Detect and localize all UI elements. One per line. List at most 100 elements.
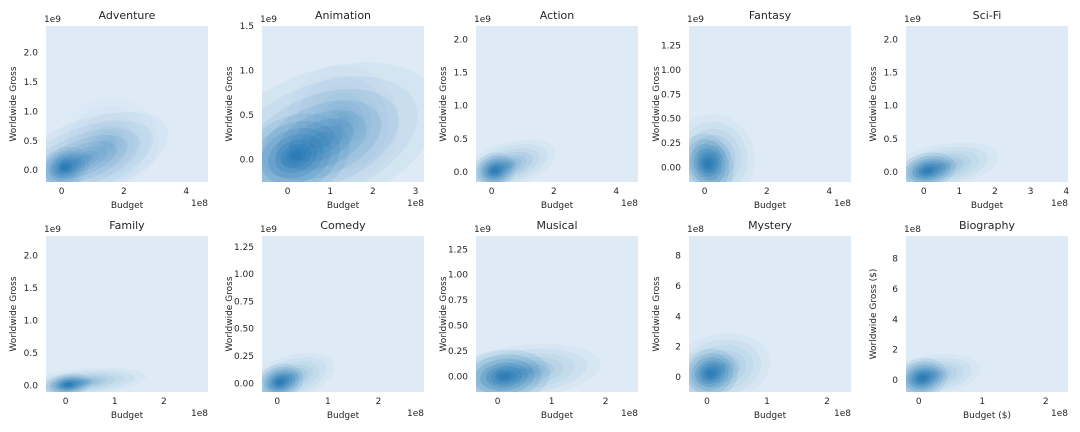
density-contour [908, 367, 936, 390]
density-contour [321, 100, 365, 145]
panel-biography: Biography 0 1 2 0 2 4 6 8 1e8 1e8 Budget ($) Worldwi… [869, 219, 1068, 421]
x-axis-label: Budget [111, 411, 144, 421]
y-offset-label: 1e8 [687, 225, 704, 235]
x-axis-label: Budget [754, 411, 787, 421]
density-contour [52, 376, 84, 392]
density-contour [485, 356, 564, 387]
y-axis-label: Worldwide Gross [652, 276, 662, 351]
panel-family: Family 0 1 2 0.0 0.5 1.0 1.5 2.0 1e8 1e9 Budget Worl… [9, 219, 208, 421]
density-contour [911, 366, 951, 384]
x-tick-label: 1 [325, 397, 331, 407]
density-contour [906, 364, 939, 392]
density-contour [700, 354, 741, 383]
density-contour [689, 128, 742, 182]
density-contour [705, 149, 723, 167]
density-contour [689, 133, 734, 182]
density-contour [704, 368, 716, 380]
panel-title: Animation [315, 9, 371, 22]
x-tick-label: 4 [183, 187, 189, 197]
density-contour [689, 348, 738, 392]
density-layer [46, 112, 169, 182]
density-contour [476, 152, 516, 182]
density-layer [476, 139, 556, 182]
density-contour [46, 112, 169, 182]
density-contour [923, 168, 932, 174]
density-contour [102, 138, 115, 150]
density-contour [696, 152, 719, 177]
x-offset-label: 1e8 [407, 199, 424, 209]
y-tick-label: 0.5 [240, 111, 254, 121]
y-tick-label: 2.0 [454, 35, 469, 45]
density-contour [300, 125, 343, 155]
density-contour [46, 146, 90, 182]
density-contour [906, 152, 956, 182]
density-contour [332, 111, 354, 133]
y-tick-label: 1.5 [240, 22, 254, 32]
x-offset-label: 1e8 [834, 409, 851, 419]
panel-title: Family [109, 219, 145, 232]
y-axis-label: Worldwide Gross [9, 276, 19, 351]
density-contour [476, 144, 548, 182]
x-offset-label: 1e8 [834, 199, 851, 209]
x-offset-label: 1e8 [191, 199, 208, 209]
density-contour [280, 143, 312, 169]
density-contour [481, 151, 533, 179]
y-tick-label: 4 [675, 312, 681, 322]
y-tick-label: 0.00 [234, 379, 254, 389]
plot-area [906, 26, 1068, 182]
y-tick-label: 0.75 [234, 297, 254, 307]
x-tick-label: 4 [1063, 187, 1069, 197]
density-contour [58, 376, 108, 389]
density-contour [934, 163, 949, 170]
density-contour [919, 156, 964, 177]
density-contour [921, 370, 942, 380]
y-offset-label: 1e9 [904, 15, 921, 25]
x-tick-label: 0 [495, 397, 501, 407]
x-axis-label: Budget ($) [963, 411, 1011, 421]
y-tick-label: 6 [892, 285, 898, 295]
y-tick-label: 0.5 [454, 135, 468, 145]
plot-area [689, 236, 851, 392]
y-tick-label: 1.5 [24, 78, 38, 88]
density-contour [476, 139, 556, 182]
density-contour [48, 153, 82, 182]
x-tick-label: 1 [957, 187, 963, 197]
plot-area [476, 236, 638, 392]
y-tick-label: 8 [892, 255, 898, 265]
x-tick-label: 2 [764, 187, 770, 197]
y-tick-label: 1.25 [661, 42, 681, 52]
density-contour [289, 118, 354, 162]
density-contour [269, 374, 290, 390]
x-tick-label: 2 [551, 187, 557, 197]
density-contour [483, 160, 506, 181]
y-tick-label: 1.00 [234, 270, 254, 280]
y-tick-label: 0.5 [884, 135, 898, 145]
density-layer [476, 348, 588, 392]
density-contour [501, 162, 514, 169]
panel-title: Action [540, 9, 574, 22]
density-contour [691, 357, 729, 391]
density-contour [46, 373, 92, 392]
y-tick-label: 1.5 [24, 284, 38, 294]
density-contour [494, 360, 555, 383]
plot-area [46, 236, 208, 392]
y-axis-label: Worldwide Gross ($) [869, 269, 879, 360]
x-tick-label: 1 [549, 397, 555, 407]
x-tick-label: 2 [161, 397, 167, 407]
density-contour [710, 361, 731, 376]
x-tick-label: 2 [603, 397, 609, 407]
density-contour [64, 382, 72, 387]
x-tick-label: 0 [916, 397, 922, 407]
density-contour [918, 375, 926, 382]
density-contour [911, 369, 933, 387]
density-contour [289, 151, 303, 162]
y-tick-label: 0.50 [661, 115, 681, 125]
panel-title: Sci-Fi [973, 9, 1002, 22]
density-contour [280, 372, 299, 383]
density-contour [267, 372, 293, 392]
density-contour [697, 140, 731, 175]
density-contour [59, 162, 71, 172]
density-contour [262, 361, 320, 392]
density-contour [695, 360, 725, 388]
y-offset-label: 1e8 [904, 225, 921, 235]
